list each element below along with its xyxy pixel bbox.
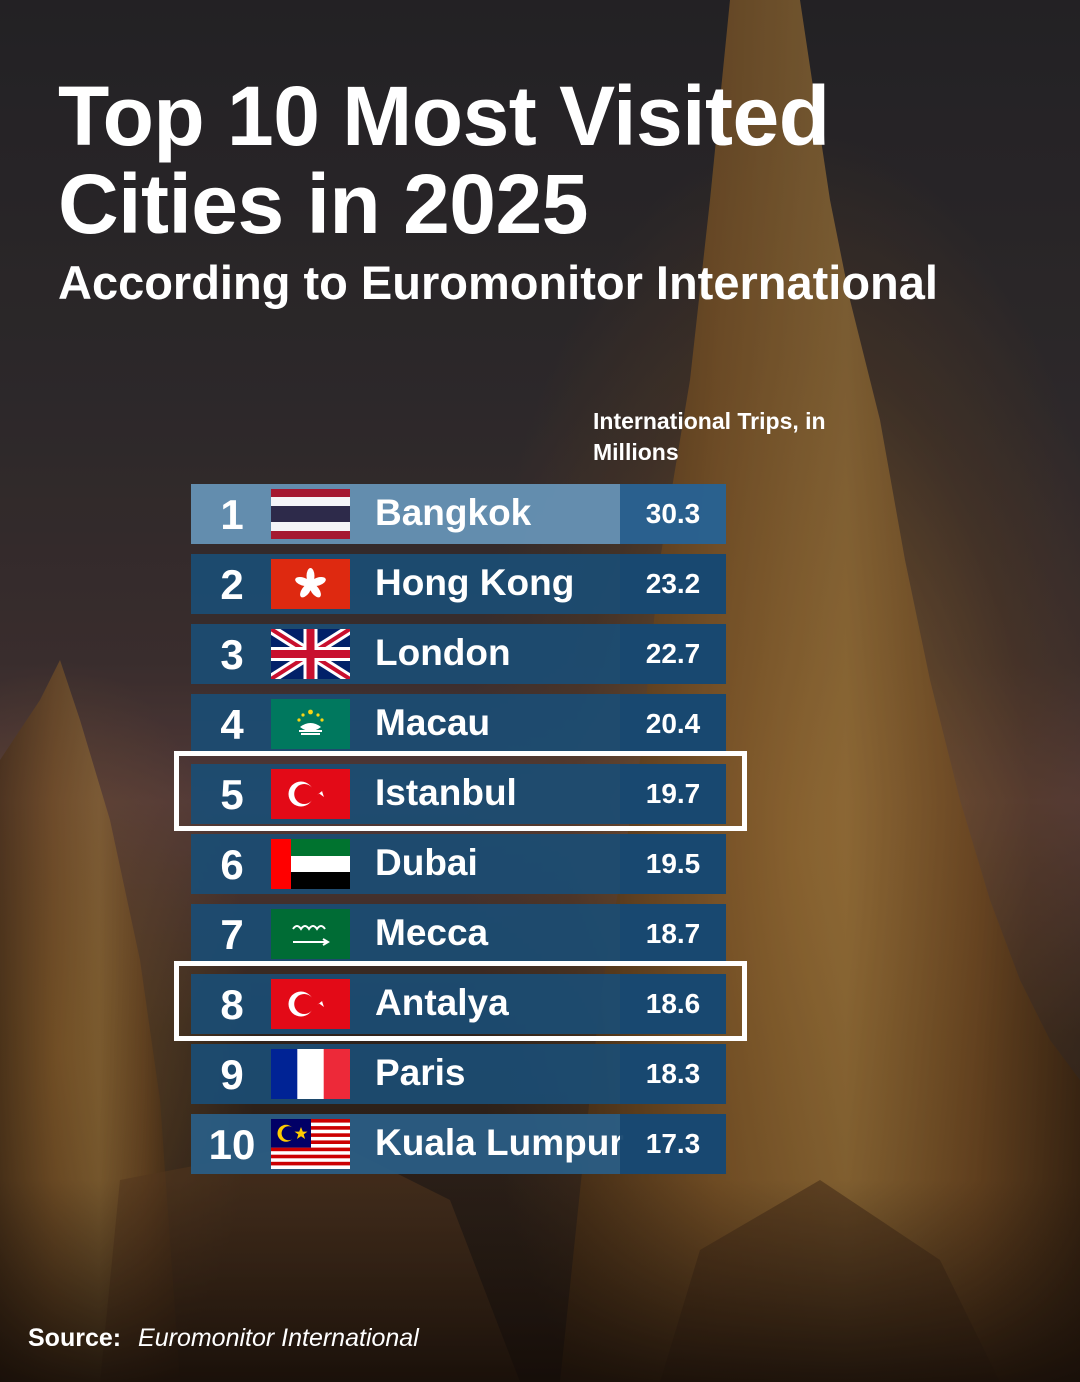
trips-value: 18.3 <box>645 1058 701 1089</box>
value-cell: 18.7 <box>620 904 726 964</box>
table-row: 1 Bangkok 30.3 <box>191 484 726 544</box>
table-row: 4 Macau 20.4 <box>191 694 726 754</box>
city-name: Hong Kong <box>375 562 575 603</box>
value-cell: 18.3 <box>620 1044 726 1104</box>
highlight-box <box>174 961 747 1041</box>
trips-value: 23.2 <box>645 568 701 599</box>
rank-label: 5 <box>220 771 244 818</box>
city-name: London <box>375 632 511 673</box>
rank-label: 7 <box>220 911 244 958</box>
macau-flag-icon <box>271 699 350 749</box>
city-name: Dubai <box>375 842 478 883</box>
trips-value: 19.5 <box>645 848 701 879</box>
united-kingdom-flag-icon <box>271 629 350 679</box>
value-cell: 23.2 <box>620 554 726 614</box>
highlight-box <box>174 751 747 831</box>
table-row: 8 Antalya 18.6 <box>191 974 726 1034</box>
value-cell: 19.7 <box>620 764 726 824</box>
source-label: Source: <box>28 1324 122 1352</box>
turkey-flag-icon <box>271 979 350 1029</box>
value-cell: 18.6 <box>620 974 726 1034</box>
table-row: 10 Kuala Lumpur 17.3 <box>191 1114 726 1174</box>
table-row: 5 Istanbul 19.7 <box>191 764 726 824</box>
value-cell: 22.7 <box>620 624 726 684</box>
trips-value: 18.7 <box>645 918 701 949</box>
value-column-header: International Trips, in Millions <box>593 408 826 465</box>
city-name: Paris <box>375 1052 466 1093</box>
chart-subtitle: According to Euromonitor International <box>58 256 938 309</box>
value-cell: 19.5 <box>620 834 726 894</box>
rank-label: 8 <box>220 981 244 1028</box>
hong-kong-flag-icon <box>271 559 350 609</box>
rank-label: 4 <box>220 701 244 748</box>
table-row: 3 London 22.7 <box>191 624 726 684</box>
city-name: Istanbul <box>375 772 517 813</box>
saudi-arabia-flag-icon <box>271 909 350 959</box>
city-name: Bangkok <box>375 492 532 533</box>
value-cell: 17.3 <box>620 1114 726 1174</box>
table-row: 7 Mecca 18.7 <box>191 904 726 964</box>
trips-value: 30.3 <box>645 498 701 529</box>
ranking-table: 1 Bangkok 30.3 2 Hong Kong 23.2 3 London 22.7 4 Ma… <box>174 484 747 1174</box>
city-name: Macau <box>375 702 491 743</box>
trips-value: 22.7 <box>645 638 701 669</box>
france-flag-icon <box>271 1049 350 1099</box>
city-name: Mecca <box>375 912 489 953</box>
trips-value: 19.7 <box>645 778 701 809</box>
turkey-flag-icon <box>271 769 350 819</box>
rank-label: 2 <box>220 561 244 608</box>
table-row: 2 Hong Kong 23.2 <box>191 554 726 614</box>
rank-label: 9 <box>220 1051 244 1098</box>
rank-label: 6 <box>220 841 244 888</box>
chart-title: Top 10 Most Visited Cities in 2025 <box>58 69 830 251</box>
thailand-flag-icon <box>271 489 350 539</box>
malaysia-flag-icon <box>271 1119 350 1169</box>
rank-label: 10 <box>208 1121 256 1168</box>
city-name: Antalya <box>375 982 509 1023</box>
table-row: 9 Paris 18.3 <box>191 1044 726 1104</box>
value-cell: 30.3 <box>620 484 726 544</box>
trips-value: 18.6 <box>645 988 701 1019</box>
value-cell: 20.4 <box>620 694 726 754</box>
uae-flag-icon <box>271 839 350 889</box>
source-name: Euromonitor International <box>138 1324 419 1352</box>
city-name: Kuala Lumpur <box>375 1122 624 1163</box>
trips-value: 17.3 <box>645 1128 701 1159</box>
source-note: Source: Euromonitor International <box>28 1322 419 1354</box>
rank-label: 3 <box>220 631 244 678</box>
table-row: 6 Dubai 19.5 <box>191 834 726 894</box>
rank-label: 1 <box>220 491 244 538</box>
trips-value: 20.4 <box>645 708 701 739</box>
